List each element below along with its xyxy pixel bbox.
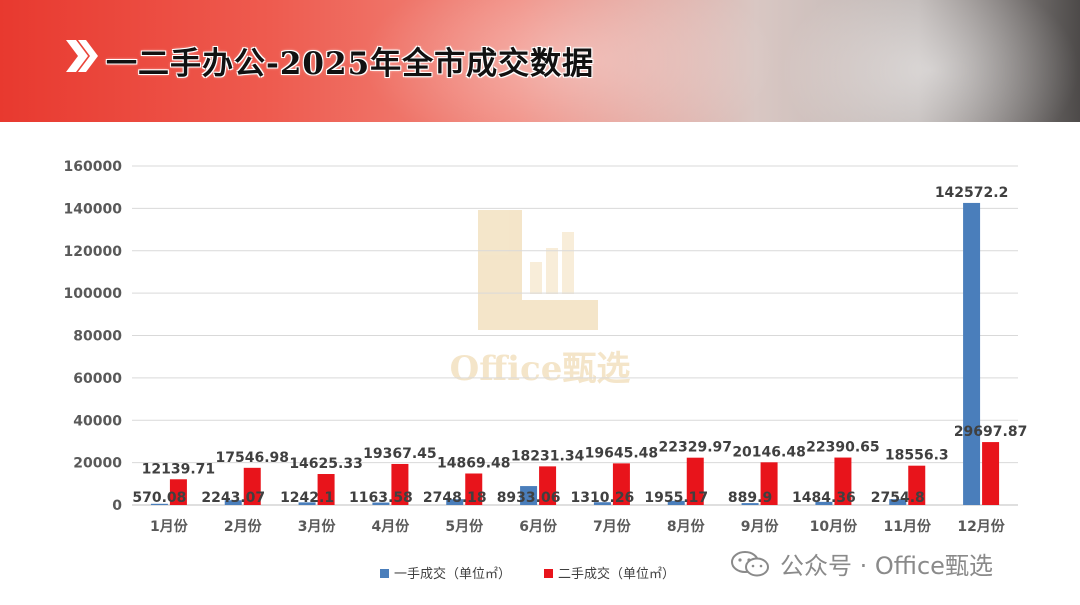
x-tick-label: 12月份 xyxy=(957,518,1005,535)
data-label-new: 889.9 xyxy=(728,490,772,506)
footer-watermark-text: 公众号 · Office甄选 xyxy=(780,552,993,580)
x-tick-label: 6月份 xyxy=(519,518,558,535)
bar-new xyxy=(667,500,685,505)
bar-second-hand xyxy=(391,463,409,505)
bar-new xyxy=(815,501,833,505)
data-label-new: 2748.18 xyxy=(423,490,487,506)
bar-new xyxy=(150,503,168,505)
y-tick-label: 100000 xyxy=(64,286,123,302)
data-label-new: 2754.8 xyxy=(871,490,925,506)
legend-swatch-second-hand xyxy=(544,569,553,578)
data-label-new: 8933.06 xyxy=(497,490,561,506)
data-label-new: 1163.58 xyxy=(349,490,413,506)
data-label-new: 1955.17 xyxy=(644,490,708,506)
data-label-new: 1484.36 xyxy=(792,490,856,506)
y-tick-label: 0 xyxy=(112,498,122,514)
data-label-second-hand: 17546.98 xyxy=(215,450,289,466)
legend-swatch-new xyxy=(380,569,389,578)
x-tick-label: 9月份 xyxy=(741,518,780,535)
y-tick-label: 160000 xyxy=(64,159,123,175)
data-label-second-hand: 18556.3 xyxy=(885,448,949,464)
bar-second-hand xyxy=(908,465,926,505)
x-tick-label: 1月份 xyxy=(150,518,189,535)
bar-new xyxy=(963,202,981,505)
x-tick-label: 5月份 xyxy=(445,518,484,535)
bar-second-hand xyxy=(982,442,1000,505)
data-label-second-hand: 20146.48 xyxy=(732,444,806,460)
data-label-second-hand: 29697.87 xyxy=(954,424,1028,440)
footer-watermark: 公众号 · Office甄选 xyxy=(730,546,993,581)
y-tick-label: 60000 xyxy=(73,371,122,387)
bar-second-hand xyxy=(539,466,557,505)
data-label-second-hand: 22390.65 xyxy=(806,440,880,456)
double-chevron-icon xyxy=(66,40,98,72)
y-tick-label: 80000 xyxy=(73,329,122,345)
bar-second-hand xyxy=(834,457,852,505)
x-tick-label: 7月份 xyxy=(593,518,632,535)
banner-photo-highlight xyxy=(360,0,780,122)
x-tick-label: 10月份 xyxy=(810,518,858,535)
x-tick-label: 2月份 xyxy=(224,518,263,535)
data-label-second-hand: 14625.33 xyxy=(289,456,363,472)
banner-photo-highlight xyxy=(780,0,1080,122)
data-label-second-hand: 22329.97 xyxy=(658,440,732,456)
bar-new xyxy=(593,502,611,505)
bar-new xyxy=(372,502,390,505)
data-label-second-hand: 18231.34 xyxy=(511,448,585,464)
bar-second-hand xyxy=(169,479,187,505)
bar-new xyxy=(446,499,464,505)
bar-chart: Office甄选 0 20000 40000 60000 80000 100000 1200… xyxy=(64,159,1028,582)
bar-second-hand xyxy=(686,457,704,505)
bar-new xyxy=(224,500,242,505)
data-label-new: 142572.2 xyxy=(935,185,1009,201)
bar-second-hand xyxy=(465,473,483,505)
bar-second-hand xyxy=(243,467,261,505)
bar-second-hand xyxy=(760,462,778,505)
data-label-second-hand: 14869.48 xyxy=(437,455,511,471)
data-label-new: 570.08 xyxy=(132,490,186,506)
page-title: 一二手办公-2025年全市成交数据 xyxy=(106,46,595,82)
data-label-new: 1242.1 xyxy=(280,490,334,506)
y-tick-label: 120000 xyxy=(64,244,123,260)
legend-label-new: 一手成交（单位㎡） xyxy=(394,566,511,582)
y-tick-label: 40000 xyxy=(73,413,122,429)
legend-label-second-hand: 二手成交（单位㎡） xyxy=(558,566,675,582)
data-label-second-hand: 12139.71 xyxy=(142,461,216,477)
x-tick-label: 8月份 xyxy=(667,518,706,535)
data-label-new: 2243.07 xyxy=(201,490,265,506)
bar-new xyxy=(520,486,538,505)
x-tick-label: 3月份 xyxy=(298,518,337,535)
y-tick-label: 140000 xyxy=(64,201,123,217)
office-logo-watermark: Office甄选 xyxy=(450,210,631,389)
bar-second-hand xyxy=(612,463,630,505)
bar-second-hand xyxy=(317,474,335,505)
data-label-new: 1310.26 xyxy=(571,490,635,506)
y-tick-label: 20000 xyxy=(73,456,122,472)
bar-new xyxy=(298,502,316,505)
data-label-second-hand: 19645.48 xyxy=(585,445,659,461)
x-tick-label: 11月份 xyxy=(884,518,932,535)
x-tick-label: 4月份 xyxy=(372,518,411,535)
wechat-icon xyxy=(731,550,769,576)
data-label-second-hand: 19367.45 xyxy=(363,446,437,462)
bar-new xyxy=(889,499,907,505)
header-banner: 一二手办公-2025年全市成交数据 xyxy=(0,0,1080,122)
watermark-logo-text: Office甄选 xyxy=(450,349,631,389)
bar-new xyxy=(741,503,759,505)
